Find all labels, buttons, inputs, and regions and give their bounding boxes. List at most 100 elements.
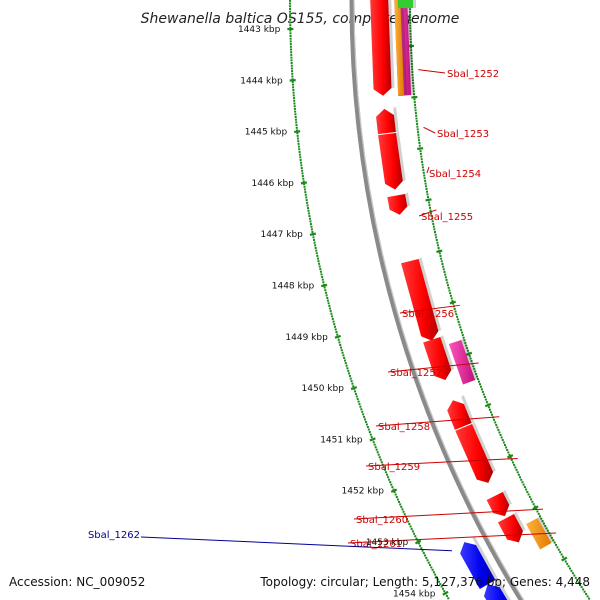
feature-orange-1252[interactable] bbox=[394, 0, 405, 96]
outer-tick-dot bbox=[525, 488, 528, 491]
kbp-tick-dot bbox=[361, 410, 364, 413]
kbp-tick-dot bbox=[291, 80, 294, 83]
kbp-tick-dot bbox=[307, 212, 310, 215]
outer-tick-dot bbox=[429, 209, 432, 212]
kbp-tick-dot bbox=[296, 134, 299, 137]
gene-label[interactable]: Sbal_1253 bbox=[437, 129, 489, 140]
outer-major-tick bbox=[411, 95, 418, 99]
outer-tick-dot bbox=[438, 252, 441, 255]
kbp-tick-dot bbox=[375, 448, 378, 451]
outer-tick-dot bbox=[411, 79, 414, 82]
gene-feature-sbal-1260[interactable] bbox=[486, 492, 510, 517]
kbp-tick-dot bbox=[329, 310, 332, 313]
gene-feature-sbal-1252[interactable] bbox=[370, 0, 392, 96]
gene-feature-sbal-1259[interactable] bbox=[455, 424, 494, 483]
outer-tick-dot bbox=[513, 463, 516, 466]
outer-tick-dot bbox=[496, 426, 499, 429]
outer-tick-dot bbox=[446, 281, 449, 284]
gene-label[interactable]: Sbal_1262 bbox=[88, 530, 140, 541]
kbp-tick-dot bbox=[334, 328, 337, 331]
outer-tick-dot bbox=[569, 567, 572, 570]
gene-label[interactable]: Sbal_1254 bbox=[429, 169, 481, 180]
feature-magenta-1257[interactable] bbox=[448, 340, 476, 385]
genome-backbone bbox=[349, 0, 525, 600]
gene-label[interactable]: Sbal_1256 bbox=[402, 309, 454, 320]
gene-feature-sbal-1262b-shade bbox=[495, 577, 511, 600]
map-title: Shewanella baltica OS155, complete genom… bbox=[141, 11, 460, 27]
outer-tick-dot bbox=[412, 84, 415, 87]
outer-tick-dot bbox=[410, 62, 413, 65]
outer-tick-dot bbox=[474, 370, 477, 373]
outer-tick-dot bbox=[446, 284, 449, 287]
kbp-tick-dot bbox=[289, 21, 292, 24]
kbp-tick-dot bbox=[293, 102, 296, 105]
outer-tick-dot bbox=[475, 372, 478, 375]
outer-tick-dot bbox=[530, 498, 533, 501]
kbp-tick-dot bbox=[290, 62, 293, 65]
kbp-tick-dot bbox=[374, 446, 377, 449]
callout-line bbox=[347, 532, 557, 544]
gene-label[interactable]: Sbal_1260 bbox=[356, 515, 408, 526]
gene-feature-sbal-1257[interactable] bbox=[423, 337, 452, 381]
kbp-tick-dot bbox=[290, 56, 293, 59]
gene-feature-sbal-1256[interactable] bbox=[401, 259, 439, 341]
gene-label[interactable]: Sbal_1257 bbox=[390, 368, 442, 379]
outer-tick-dot bbox=[417, 131, 420, 134]
outer-tick-dot bbox=[459, 326, 462, 329]
kbp-tick-dot bbox=[435, 575, 438, 578]
outer-tick-dot bbox=[460, 331, 463, 334]
outer-tick-dot bbox=[409, 13, 412, 16]
outer-tick-dot bbox=[411, 71, 414, 74]
kbp-tick-dot bbox=[354, 392, 357, 395]
outer-tick-dot bbox=[585, 593, 588, 596]
outer-tick-dot bbox=[411, 76, 414, 79]
kbp-tick-dot bbox=[337, 338, 340, 341]
kbp-tick-dot bbox=[436, 578, 439, 581]
outer-tick-dot bbox=[409, 32, 412, 35]
outer-tick-dot bbox=[409, 24, 412, 27]
outer-tick-dot bbox=[557, 548, 560, 551]
outer-tick-dot bbox=[478, 383, 481, 386]
kbp-label: 1447 kbp bbox=[260, 230, 303, 240]
kbp-tick-dot bbox=[364, 420, 367, 423]
outer-tick-dot bbox=[424, 179, 427, 182]
outer-tick-dot bbox=[520, 478, 523, 481]
outer-tick-dot bbox=[432, 225, 435, 228]
outer-tick-dot bbox=[436, 244, 439, 247]
kbp-tick-dot bbox=[297, 140, 300, 143]
gene-label[interactable]: Sbal_1261 bbox=[350, 539, 402, 550]
outer-tick-dot bbox=[422, 169, 425, 172]
outer-tick-dot bbox=[553, 541, 556, 544]
kbp-tick-dot bbox=[327, 302, 330, 305]
gene-label[interactable]: Sbal_1252 bbox=[447, 69, 499, 80]
kbp-tick-dot bbox=[289, 13, 292, 16]
kbp-tick-dot bbox=[422, 552, 425, 555]
kbp-tick-dot bbox=[321, 278, 324, 281]
kbp-tick-dot bbox=[306, 201, 309, 204]
outer-tick-dot bbox=[583, 590, 586, 593]
feature-green-top[interactable] bbox=[398, 0, 414, 9]
gene-feature-sbal-1262b[interactable] bbox=[483, 584, 515, 600]
kbp-tick-dot bbox=[338, 341, 341, 344]
kbp-tick-dot bbox=[301, 172, 304, 175]
outer-tick-dot bbox=[497, 428, 500, 431]
kbp-major-tick bbox=[334, 334, 342, 339]
gene-feature-sbal-1253[interactable] bbox=[376, 108, 396, 135]
outer-tick-dot bbox=[410, 49, 413, 52]
gene-feature-sbal-1258[interactable] bbox=[447, 400, 472, 430]
gene-label[interactable]: Sbal_1258 bbox=[378, 422, 430, 433]
kbp-tick-dot bbox=[440, 585, 443, 588]
gene-feature-sbal-1262[interactable] bbox=[460, 542, 496, 589]
kbp-tick-dot bbox=[409, 525, 412, 528]
gene-feature-sbal-1255[interactable] bbox=[387, 194, 408, 215]
kbp-tick-dot bbox=[289, 0, 292, 2]
kbp-tick-dot bbox=[439, 583, 442, 586]
outer-tick-dot bbox=[423, 174, 426, 177]
gene-label[interactable]: Sbal_1255 bbox=[421, 212, 473, 223]
kbp-tick-dot bbox=[354, 390, 357, 393]
kbp-tick-dot bbox=[410, 527, 413, 530]
outer-tick-dot bbox=[414, 106, 417, 109]
kbp-tick-dot bbox=[323, 286, 326, 289]
gene-feature-sbal-1254[interactable] bbox=[378, 133, 403, 190]
gene-label[interactable]: Sbal_1259 bbox=[368, 462, 420, 473]
